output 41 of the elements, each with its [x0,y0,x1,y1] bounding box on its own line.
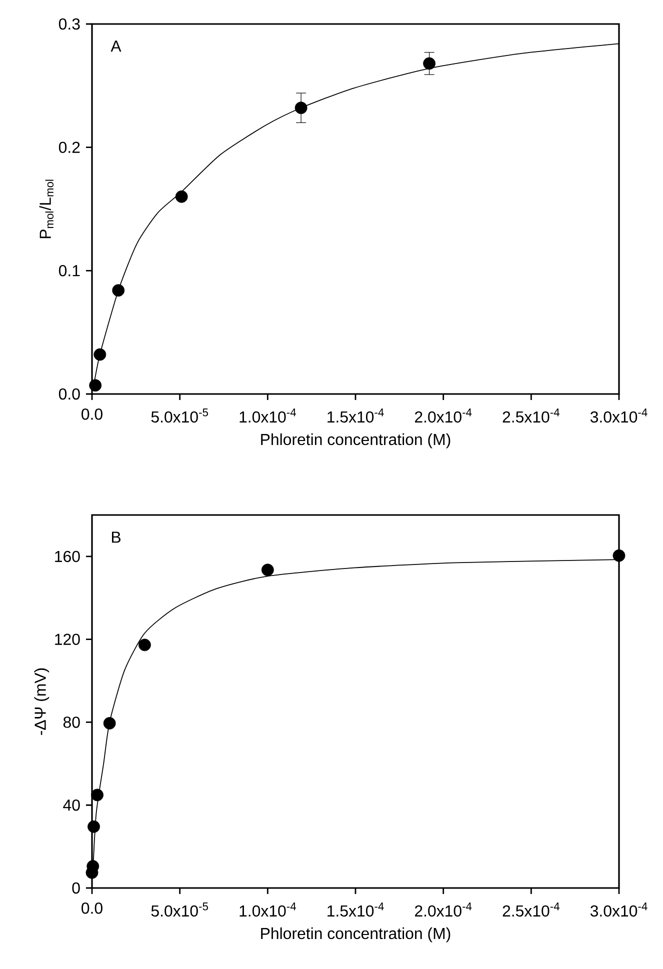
point [103,717,116,730]
point [612,549,626,562]
annotation: B [112,532,120,543]
x-tick-label: 5.0x10$^{-5}$ [151,902,208,917]
x-tick-label: 3.0x10$^{-4}$ [590,902,648,917]
annotation: A [110,40,122,52]
point [175,190,188,203]
x-axis-title: Phloretin concentration (M) [261,927,450,942]
point [261,564,274,576]
point [138,638,151,652]
x-tick-label: 2.5x10$^{-4}$ [502,902,560,917]
x-tick-label: 1.5x10$^{-4}$ [328,408,384,423]
y-tick-label: 160 [55,550,80,562]
x-tick-label: 0.0 [82,408,102,420]
point [294,102,308,114]
y-tick-label: 0.2 [58,142,80,153]
x-tick-label: 2.0x10$^{-4}$ [414,902,472,917]
x-tick-label: 5.0x10$^{-5}$ [151,408,208,423]
x-tick-label: 1.0x10$^{-4}$ [240,408,296,423]
y-tick-label: 40 [63,799,80,811]
x-tick-label: 2.0x10$^{-4}$ [414,408,472,423]
x-tick-label: 2.5x10$^{-4}$ [502,408,560,423]
y-tick-label: 0.1 [58,265,80,276]
point [423,57,436,70]
y-tick-label: 80 [63,716,80,728]
x-tick-label: 3.0x10$^{-4}$ [590,408,648,423]
y-axis-title: -ΔΨ (mV) [34,668,50,735]
point [94,348,106,361]
x-tick-label: 0.0 [82,902,102,914]
point [88,820,100,833]
x-axis-title: Phloretin concentration (M) [261,433,450,448]
x-tick-label: 1.0x10$^{-4}$ [240,902,296,917]
point [91,788,104,802]
x-tick-label: 1.5x10$^{-4}$ [328,902,384,917]
y-tick-label: 120 [55,634,80,645]
y-tick-label: 0 [72,882,80,894]
y-tick-label: 0.3 [58,18,80,30]
y-axis-title: P$_{mol}$/L$_{mol}$ [39,180,54,238]
point [89,379,102,392]
point [112,284,125,297]
y-tick-label: 0.0 [58,388,80,400]
